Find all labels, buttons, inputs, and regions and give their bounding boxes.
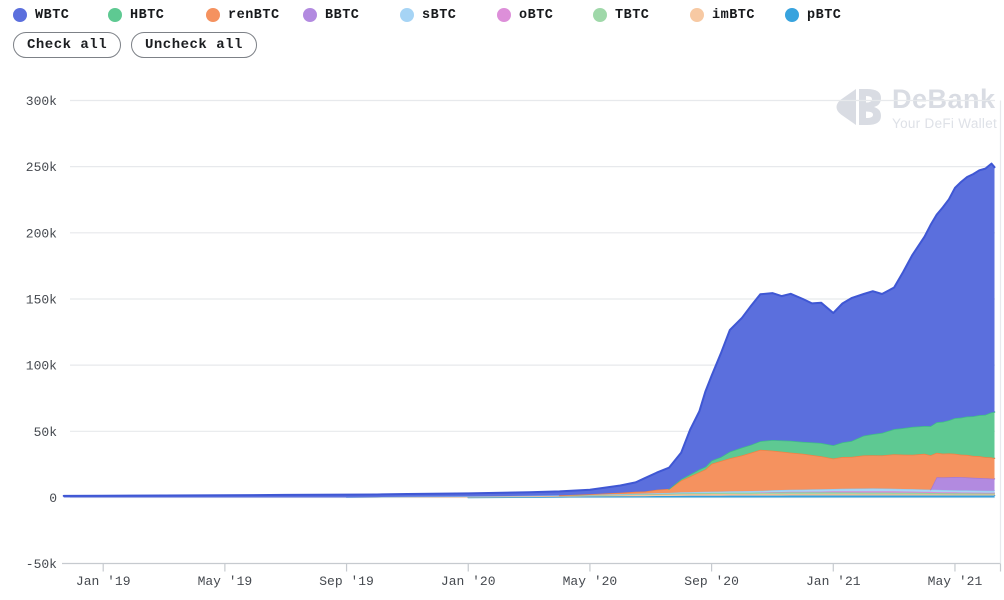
x-axis-label: Jan '19 [76,574,131,589]
legend-label: TBTC [615,7,650,23]
legend-label: BBTC [325,7,360,23]
uncheck-all-button[interactable]: Uncheck all [131,32,257,58]
legend-item-wbtc[interactable]: WBTC [13,5,69,25]
y-axis-label: -50k [26,557,57,572]
legend-label: oBTC [519,7,554,23]
area-bbtc[interactable] [930,477,995,491]
x-axis-label: May '21 [928,574,983,589]
bbtc-dot-icon [303,8,317,22]
area-renbtc[interactable] [559,449,995,496]
area-wbtc[interactable] [63,163,995,498]
y-axis-label: 200k [26,226,57,241]
area-tbtc[interactable] [559,492,995,496]
imbtc-dot-icon [690,8,704,22]
area-hbtc[interactable] [669,412,995,489]
y-axis-label: 50k [34,425,58,440]
wbtc-dot-icon [13,8,27,22]
legend-label: pBTC [807,7,842,23]
x-axis-label: May '19 [198,574,253,589]
legend-label: renBTC [228,7,280,23]
y-axis-label: 150k [26,292,57,307]
legend-label: HBTC [130,7,165,23]
legend-item-obtc[interactable]: oBTC [497,5,553,25]
hbtc-dot-icon [108,8,122,22]
legend-item-bbtc[interactable]: BBTC [303,5,359,25]
x-axis-label: Jan '20 [441,574,496,589]
y-axis-label: 100k [26,359,57,374]
check-all-button[interactable]: Check all [13,32,122,58]
pbtc-dot-icon [785,8,799,22]
obtc-dot-icon [497,8,511,22]
legend-item-hbtc[interactable]: HBTC [108,5,164,25]
tbtc-dot-icon [593,8,607,22]
legend-label: imBTC [712,7,756,23]
renbtc-dot-icon [206,8,220,22]
legend-item-imbtc[interactable]: imBTC [690,5,755,25]
legend-label: sBTC [422,7,457,23]
x-axis-label: Sep '19 [319,574,374,589]
sbtc-dot-icon [400,8,414,22]
legend-item-tbtc[interactable]: TBTC [593,5,649,25]
legend-item-pbtc[interactable]: pBTC [785,5,841,25]
y-axis-label: 250k [26,160,57,175]
y-axis-label: 0 [49,491,57,506]
area-line-wbtc [62,162,996,497]
x-axis-label: May '20 [563,574,618,589]
y-axis-label: 300k [26,94,57,109]
x-axis-label: Jan '21 [806,574,861,589]
legend-label: WBTC [35,7,70,23]
legend-item-renbtc[interactable]: renBTC [206,5,280,25]
legend-item-sbtc[interactable]: sBTC [400,5,456,25]
x-axis-label: Sep '20 [684,574,739,589]
